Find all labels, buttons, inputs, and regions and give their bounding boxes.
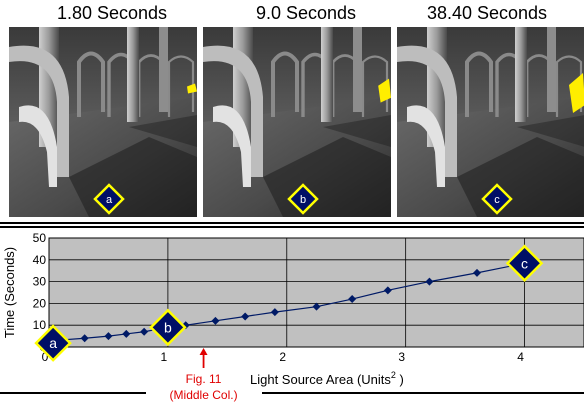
callout-c: c [505,244,544,283]
data-point [80,334,89,343]
light-source [187,83,197,94]
render-image-a: a [9,27,197,217]
scene-arch-front [203,45,263,177]
light-source [569,73,584,113]
data-point [473,268,481,277]
callout-diamond [505,244,544,283]
scene-svg: b [203,27,391,217]
marker-diamond [481,183,513,215]
scene-shadow [517,115,584,147]
marker-diamond [93,183,125,215]
scene-arch-front [19,105,57,187]
scene-arch [77,51,105,117]
y-tick-label: 20 [33,296,47,310]
data-point [270,308,279,317]
x-tick-label: 0 [42,350,49,364]
light-source [378,78,391,103]
scene-arch [271,51,299,117]
marker-label: b [300,194,306,206]
time-vs-area-chart: 0102030405001234abcTime (Seconds)Light S… [0,228,584,405]
data-point [140,327,149,336]
marker-diamond [287,183,319,215]
plot-frame [48,237,584,348]
annotation-arrowhead [199,348,208,355]
render-image-c: c [397,27,584,217]
plot-area [49,238,584,347]
marker-label: c [494,194,500,206]
scene-arch-front [407,105,445,187]
divider-bottom-left [0,392,146,394]
scene-arch-front [9,45,69,177]
data-point [383,286,392,295]
data-point [425,277,434,286]
data-point [181,321,190,330]
annotation-line2: (Middle Col.) [170,388,238,402]
x-tick-label: 3 [398,350,405,364]
divider-top-1 [0,222,584,224]
scene-arch-front [397,45,457,177]
scene-svg: a [9,27,197,217]
scene-shadow [129,115,197,147]
data-point [211,316,220,325]
caption-panel-a: 1.80 Seconds [56,3,168,23]
data-point [312,302,321,311]
x-tick-label: 4 [517,350,524,364]
data-point [122,329,131,338]
scene-arch [167,55,195,117]
y-axis-label: Time (Seconds) [2,247,17,338]
marker-label: a [106,194,113,206]
panel-marker-a: a [93,183,125,215]
panel-marker-b: b [287,183,319,215]
x-axis-label: Light Source Area (Units2 ) [250,370,404,387]
divider-bottom-right [262,392,584,394]
y-tick-label: 30 [33,275,47,289]
chart-svg: 0102030405001234abcTime (Seconds)Light S… [2,231,584,402]
y-tick-label: 10 [33,318,47,332]
data-point [241,312,250,321]
y-tick-label: 40 [33,253,47,267]
scene-column [515,27,527,122]
callout-b: b [149,308,187,347]
callout-a: a [34,324,72,362]
x-tick-label: 1 [161,350,168,364]
caption-panel-b: 9.0 Seconds [255,3,357,23]
callout-diamond [34,324,72,362]
series-line [54,262,525,342]
data-point [104,332,113,341]
render-image-b: b [203,27,391,217]
panel-marker-c: c [481,183,513,215]
scene-column [321,27,333,122]
scene-arch [555,55,583,117]
scene-column [547,27,556,112]
scene-column [159,27,168,112]
divider-top-2 [0,226,584,228]
scene-column [127,27,139,122]
scene-column [353,27,362,112]
x-tick-label: 2 [279,350,286,364]
callout-label: a [49,335,57,351]
callout-label: b [164,319,172,335]
data-point [348,295,357,304]
y-tick-label: 50 [33,231,47,245]
scene-svg: c [397,27,584,217]
scene-shadow [323,115,391,147]
scene-arch [465,51,493,117]
annotation-line1: Fig. 11 [186,372,222,386]
callout-diamond [149,308,187,347]
scene-arch-front [213,105,251,187]
callout-label: c [521,255,528,271]
scene-arch [361,55,389,117]
caption-panel-c: 38.40 Seconds [426,3,548,23]
